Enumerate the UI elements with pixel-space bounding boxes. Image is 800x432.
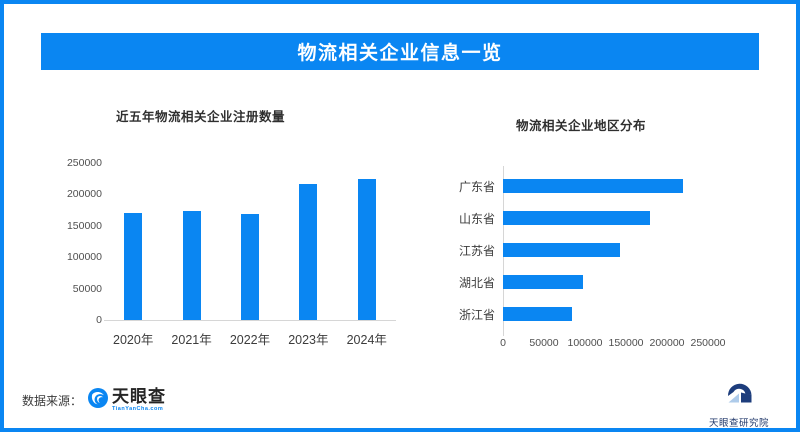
left-xlabel: 2021年 [171,333,212,347]
right-chart-xticks: 0 50000 100000 150000 200000 250000 [440,337,740,351]
right-category-label: 江苏省 [458,243,495,258]
right-bar-山东省 [503,211,650,225]
right-chart-rows: 广东省山东省江苏省湖北省浙江省 [440,170,740,330]
left-chart-xlabels: 2020年 2021年 2022年 2023年 2024年 [104,329,396,348]
right-bar-江苏省 [503,243,620,257]
right-chart-row: 广东省 [440,170,740,202]
right-xtick: 50000 [529,337,559,349]
right-xtick: 100000 [567,337,603,349]
tianyancha-brand-name: 天眼查 [112,386,167,406]
right-xtick: 0 [500,337,506,349]
institute-block: 天眼查研究院 [704,380,774,429]
right-bar-湖北省 [503,275,583,289]
left-xlabel: 2022年 [229,333,271,347]
left-bar-2024年 [357,179,376,320]
left-ytick: 150000 [66,219,102,232]
right-chart-title: 物流相关企业地区分布 [516,119,647,133]
tianyancha-wordmark: 天眼查 TianYanCha.com [112,388,166,413]
institute-logo-icon [724,383,754,411]
left-bar-2020年 [124,213,143,320]
header-banner: 物流相关企业信息一览 [41,33,759,70]
right-xtick: 150000 [608,337,644,349]
left-xlabel: 2023年 [288,333,329,347]
left-ytick: 200000 [66,188,102,201]
left-ytick: 0 [96,314,102,326]
left-bar-2021年 [182,211,201,320]
left-chart-title: 近五年物流相关企业注册数量 [116,110,286,124]
tianyancha-logo-icon [88,387,109,413]
data-source-row: 数据来源： 天眼查 TianYanCha.com [22,386,166,414]
right-category-label: 浙江省 [458,307,495,322]
right-bar-浙江省 [503,307,572,321]
right-chart-row: 江苏省 [440,234,740,266]
left-xlabel: 2024年 [346,333,387,347]
tianyancha-domain: TianYanCha.com [112,405,164,412]
left-ytick: 250000 [66,157,102,169]
left-xlabel: 2020年 [113,333,154,347]
left-chart-bars [104,163,396,320]
institute-name: 天眼查研究院 [708,418,769,429]
right-category-label: 广东省 [458,179,495,194]
right-chart-row: 湖北省 [440,266,740,298]
left-chart-yticks: 0 50000 100000 150000 200000 250000 [44,157,102,326]
left-bar-2023年 [299,184,318,320]
right-bar-广东省 [503,179,683,193]
right-category-label: 山东省 [458,211,495,226]
right-xtick: 200000 [649,337,685,349]
right-xtick: 250000 [690,337,726,349]
right-chart-row: 浙江省 [440,298,740,330]
left-chart-plot [104,163,396,321]
left-ytick: 100000 [66,251,102,264]
right-category-label: 湖北省 [458,275,495,290]
left-ytick: 50000 [72,282,102,295]
page-title: 物流相关企业信息一览 [297,43,503,64]
right-chart-row: 山东省 [440,202,740,234]
data-source-label: 数据来源： [22,393,83,408]
left-bar-2022年 [240,214,259,320]
